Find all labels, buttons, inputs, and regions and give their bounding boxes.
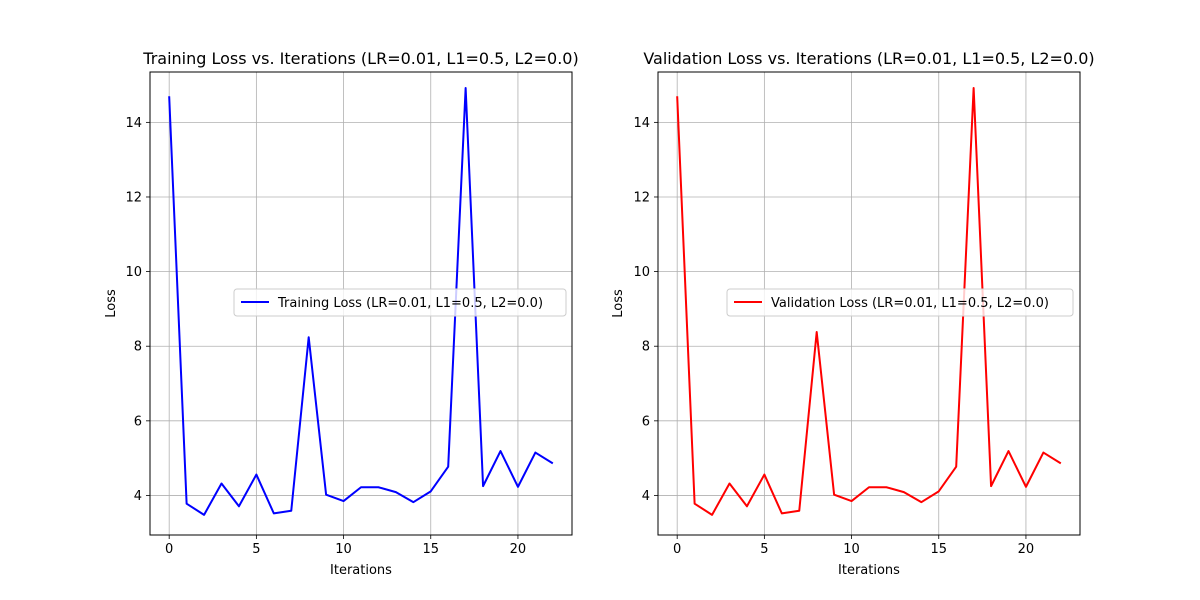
training-y-tick-label: 8 bbox=[134, 340, 142, 355]
training-axes-frame bbox=[149, 71, 573, 536]
validation-plot-area bbox=[676, 87, 1062, 516]
validation-loss-panel: Validation Loss vs. Iterations (LR=0.01,… bbox=[611, 49, 1095, 578]
training-legend: Training Loss (LR=0.01, L1=0.5, L2=0.0) bbox=[233, 288, 567, 317]
training-x-tick-label: 0 bbox=[165, 542, 173, 557]
training-ticks: 0 5 10 15 20 4 6 8 10 12 14 bbox=[125, 116, 526, 557]
validation-gridlines bbox=[658, 72, 1080, 535]
validation-loss-line bbox=[676, 87, 1062, 516]
validation-y-tick-label: 14 bbox=[633, 116, 650, 131]
training-chart-title: Training Loss vs. Iterations (LR=0.01, L… bbox=[142, 49, 578, 68]
validation-legend-label: Validation Loss (LR=0.01, L1=0.5, L2=0.0… bbox=[771, 296, 1049, 311]
validation-x-tick-label: 10 bbox=[843, 542, 860, 557]
validation-x-tick-label: 15 bbox=[930, 542, 947, 557]
training-y-tick-label: 6 bbox=[134, 414, 142, 429]
training-loss-panel: Training Loss vs. Iterations (LR=0.01, L… bbox=[104, 49, 579, 578]
training-y-axis-label: Loss bbox=[104, 289, 119, 318]
validation-x-axis-label: Iterations bbox=[838, 563, 900, 578]
validation-y-tick-label: 6 bbox=[642, 414, 650, 429]
training-y-tick-label: 14 bbox=[125, 116, 142, 131]
training-x-tick-label: 20 bbox=[510, 542, 527, 557]
training-x-axis-label: Iterations bbox=[330, 563, 392, 578]
validation-x-tick-label: 20 bbox=[1018, 542, 1035, 557]
training-x-tick-label: 15 bbox=[422, 542, 439, 557]
training-plot-area bbox=[168, 87, 554, 516]
validation-y-tick-label: 10 bbox=[633, 265, 650, 280]
validation-axes-frame bbox=[657, 71, 1081, 536]
validation-x-tick-label: 5 bbox=[760, 542, 768, 557]
training-x-tick-label: 10 bbox=[335, 542, 352, 557]
training-loss-line bbox=[168, 87, 554, 516]
validation-y-tick-label: 8 bbox=[642, 340, 650, 355]
validation-y-tick-label: 4 bbox=[642, 489, 650, 504]
training-x-tick-label: 5 bbox=[252, 542, 260, 557]
validation-legend-box bbox=[726, 288, 1074, 317]
validation-chart-title: Validation Loss vs. Iterations (LR=0.01,… bbox=[643, 49, 1094, 68]
validation-legend: Validation Loss (LR=0.01, L1=0.5, L2=0.0… bbox=[726, 288, 1074, 317]
training-y-tick-label: 4 bbox=[134, 489, 142, 504]
training-gridlines bbox=[150, 72, 572, 535]
training-legend-box bbox=[233, 288, 567, 317]
training-y-tick-label: 12 bbox=[125, 190, 142, 205]
validation-y-tick-label: 12 bbox=[633, 190, 650, 205]
validation-x-tick-label: 0 bbox=[673, 542, 681, 557]
validation-y-axis-label: Loss bbox=[611, 289, 626, 318]
training-y-tick-label: 10 bbox=[125, 265, 142, 280]
validation-ticks: 0 5 10 15 20 4 6 8 10 12 14 bbox=[633, 116, 1034, 557]
training-legend-label: Training Loss (LR=0.01, L1=0.5, L2=0.0) bbox=[277, 296, 543, 311]
